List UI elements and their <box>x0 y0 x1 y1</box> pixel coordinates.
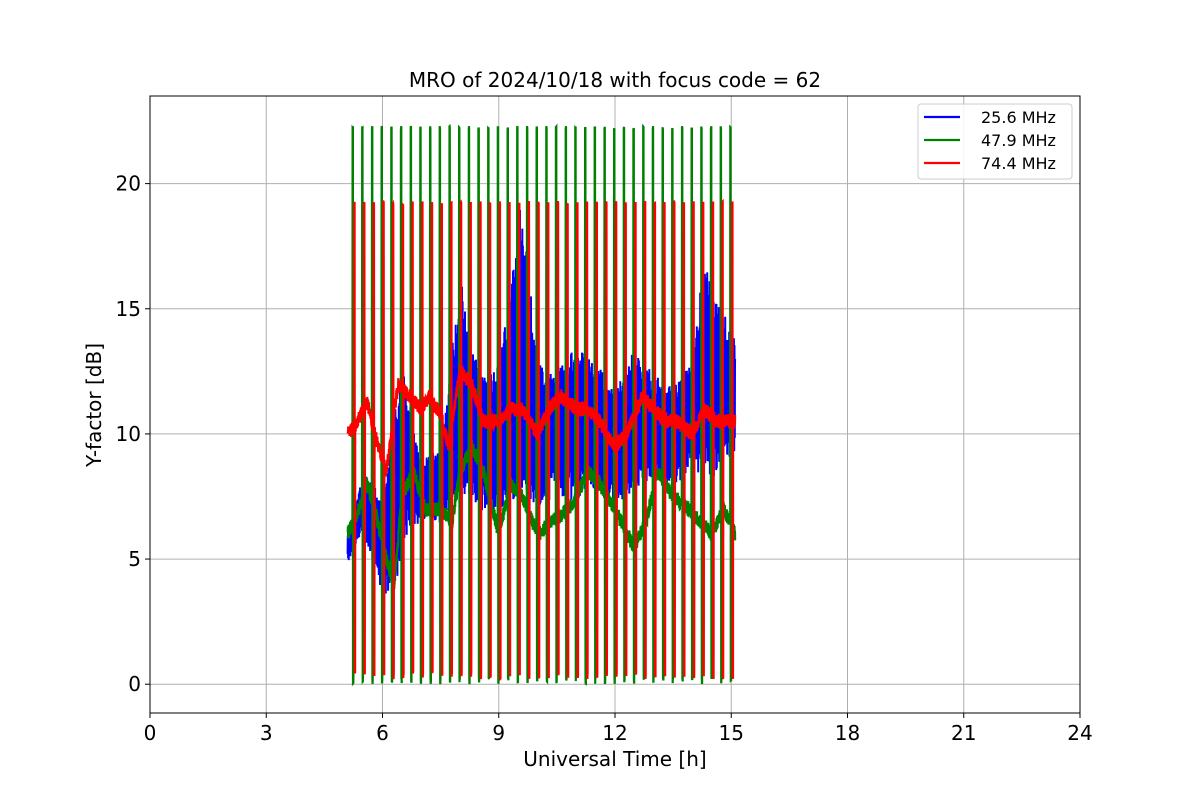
x-tick-label: 6 <box>376 721 389 745</box>
y-axis-label: Y-factor [dB] <box>82 343 106 468</box>
legend: 25.6 MHz 47.9 MHz 74.4 MHz <box>917 103 1073 180</box>
x-tick-label: 9 <box>492 721 505 745</box>
y-tick-label: 5 <box>128 547 141 571</box>
legend-box <box>917 103 1073 180</box>
x-tick-label: 18 <box>835 721 860 745</box>
x-tick-label: 12 <box>602 721 627 745</box>
y-tick-label: 15 <box>116 297 141 321</box>
legend-label: 74.4 MHz <box>981 154 1056 173</box>
y-tick-label: 0 <box>128 672 141 696</box>
x-axis-label: Universal Time [h] <box>523 747 706 771</box>
legend-label: 25.6 MHz <box>981 108 1056 127</box>
x-tick-label: 3 <box>260 721 273 745</box>
x-axis-ticks: 0 3 6 9 12 15 18 21 24 <box>144 713 1093 745</box>
chart-title: MRO of 2024/10/18 with focus code = 62 <box>409 68 821 92</box>
x-tick-label: 21 <box>951 721 976 745</box>
plot-area <box>346 123 737 687</box>
x-tick-label: 15 <box>719 721 744 745</box>
y-axis-ticks: 0 5 10 15 20 <box>116 172 150 696</box>
series-line-74-4-mhz <box>346 198 737 682</box>
x-tick-label: 24 <box>1067 721 1092 745</box>
y-tick-label: 20 <box>116 172 141 196</box>
x-tick-label: 0 <box>144 721 157 745</box>
series-layer <box>346 123 737 687</box>
y-tick-label: 10 <box>116 422 141 446</box>
legend-label: 47.9 MHz <box>981 131 1056 150</box>
